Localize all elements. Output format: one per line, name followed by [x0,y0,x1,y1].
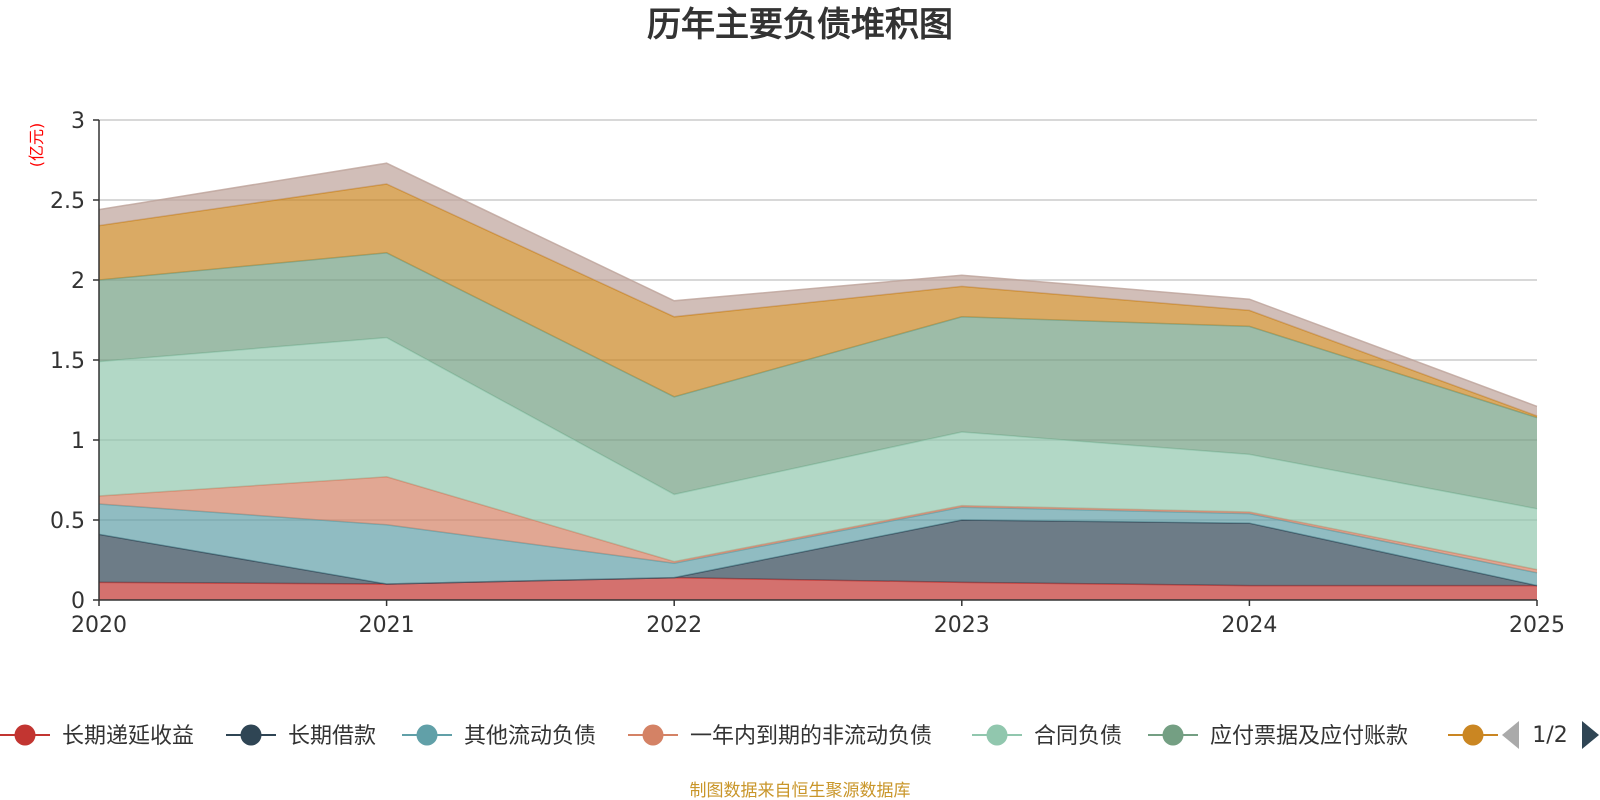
next-page-icon[interactable] [1582,721,1599,749]
source-note: 制图数据来自恒生聚源数据库 [690,781,911,800]
y-tick-label: 2.5 [50,189,85,214]
legend-item[interactable]: 长期递延收益 [0,724,194,749]
legend-marker [1462,724,1484,746]
legend-marker [240,724,262,746]
y-tick-label: 2 [71,269,85,294]
y-tick-label: 1 [71,429,85,454]
legend-marker [642,724,664,746]
legend: 长期递延收益 长期借款 其他流动负债 一年内到期的非流动负债 合同负债 应付票据及应付账款 [0,724,1498,749]
axes: 0 0.5 1 1.5 2 2.5 3 2020 2021 2022 2023 2024 2025 [50,109,1565,638]
legend-label: 合同负债 [1034,724,1122,749]
area-series-5[interactable] [99,252,1537,509]
legend-label: 长期借款 [288,724,376,749]
area-series-4[interactable] [99,337,1537,570]
x-tick-label: 2022 [646,613,702,638]
x-tick-label: 2021 [359,613,415,638]
legend-item[interactable]: 长期借款 [226,724,376,749]
legend-item[interactable]: 其他流动负债 [402,724,596,749]
legend-item[interactable]: 应付票据及应付账款 [1148,724,1408,749]
y-tick-label: 0.5 [50,509,85,534]
prev-page-icon[interactable] [1502,721,1519,749]
y-tick-label: 1.5 [50,349,85,374]
y-tick-label: 3 [71,109,85,134]
legend-pager: 1/2 [1502,721,1599,749]
legend-label: 长期递延收益 [62,724,194,749]
legend-label: 一年内到期的非流动负债 [690,724,932,749]
legend-label: 应付票据及应付账款 [1210,724,1408,749]
area-series-1[interactable] [99,520,1537,586]
legend-marker [14,724,36,746]
area-series-2[interactable] [99,504,1537,586]
x-tick-label: 2025 [1509,613,1565,638]
area-series-0[interactable] [99,577,1537,600]
area-series-6[interactable] [99,184,1537,418]
y-tick-label: 0 [71,589,85,614]
area-series-3[interactable] [99,476,1537,573]
legend-item[interactable]: 合同负债 [972,724,1122,749]
series-line-7 [98,162,1538,408]
legend-label: 其他流动负债 [464,724,596,749]
legend-page-indicator: 1/2 [1532,723,1567,748]
legend-marker [416,724,438,746]
legend-item[interactable] [1448,724,1498,746]
area-series-7[interactable] [99,163,1537,416]
x-tick-label: 2024 [1221,613,1277,638]
area-series [98,162,1538,600]
legend-item[interactable]: 一年内到期的非流动负债 [628,724,932,749]
y-unit-label: (亿元) [27,123,46,168]
x-tick-label: 2020 [71,613,127,638]
legend-marker [1162,724,1184,746]
legend-marker [986,724,1008,746]
chart-title: 历年主要负债堆积图 [647,5,953,45]
x-tick-label: 2023 [934,613,990,638]
